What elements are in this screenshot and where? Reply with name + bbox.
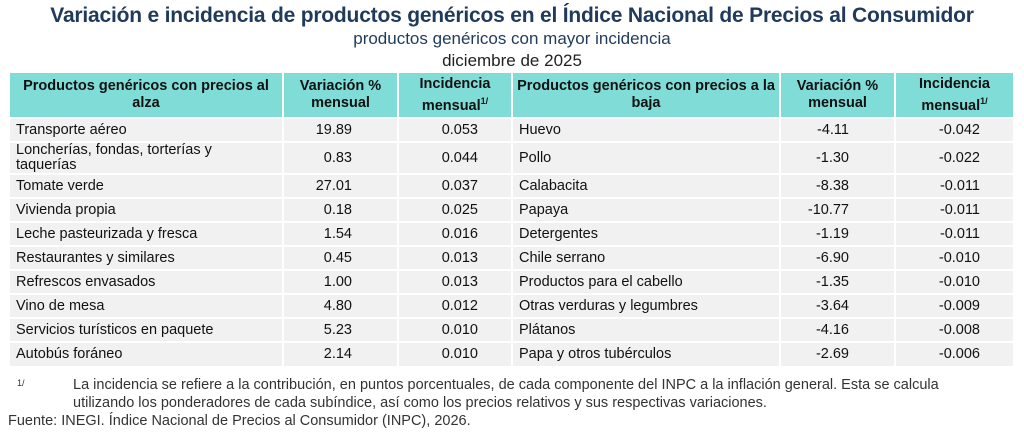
incidence-up-cell: 0.037 — [397, 173, 512, 198]
table-row: Loncherías, fondas, torterías y taquería… — [10, 141, 1013, 174]
product-up-cell: Vino de mesa — [10, 293, 283, 318]
table-row: Autobús foráneo 2.14 0.010 Papa y otros tub… — [10, 341, 1013, 366]
table-row: Transporte aéreo 19.89 0.053 Huevo -4.11 -0.0… — [10, 117, 1013, 142]
variation-up-cell: 5.23 — [282, 317, 398, 342]
incidence-down-cell: -0.022 — [894, 141, 1013, 174]
header-down-products: Productos genéricos con precios a la baj… — [511, 73, 780, 118]
variation-down-cell: -6.90 — [779, 245, 895, 270]
incidence-up-cell: 0.013 — [397, 245, 512, 270]
product-up-cell: Restaurantes y similares — [10, 245, 283, 270]
incidence-down-cell: -0.009 — [894, 293, 1013, 318]
variation-up-cell: 2.14 — [282, 341, 398, 366]
incidence-down-cell: -0.010 — [894, 269, 1013, 294]
incidence-up-cell: 0.044 — [397, 141, 512, 174]
product-down-cell: Detergentes — [511, 221, 780, 246]
incidence-table: Productos genéricos con precios al alza … — [10, 73, 1013, 366]
table-row: Restaurantes y similares 0.45 0.013 Chile s… — [10, 245, 1013, 270]
product-up-cell: Servicios turísticos en paquete — [10, 317, 283, 342]
variation-up-cell: 1.00 — [282, 269, 398, 294]
incidence-down-cell: -0.042 — [894, 117, 1013, 142]
product-up-cell: Refrescos envasados — [10, 269, 283, 294]
header-down-incidence: Incidencia mensual1/ — [894, 73, 1013, 118]
product-down-cell: Plátanos — [511, 317, 780, 342]
variation-down-cell: -4.16 — [779, 317, 895, 342]
product-down-cell: Papaya — [511, 197, 780, 222]
incidence-up-cell: 0.012 — [397, 293, 512, 318]
table-row: Vivienda propia 0.18 0.025 Papaya -10.77 -0.0… — [10, 197, 1013, 222]
incidence-up-cell: 0.013 — [397, 269, 512, 294]
product-down-cell: Productos para el cabello — [511, 269, 780, 294]
footnote: 1/ La incidencia se refiere a la contrib… — [17, 376, 973, 412]
header-up-incidence: Incidencia mensual1/ — [397, 73, 512, 118]
incidence-up-cell: 0.010 — [397, 341, 512, 366]
incidence-down-cell: -0.006 — [894, 341, 1013, 366]
variation-down-cell: -1.19 — [779, 221, 895, 246]
variation-up-cell: 19.89 — [282, 117, 398, 142]
product-up-cell: Tomate verde — [10, 173, 283, 198]
variation-up-cell: 1.54 — [282, 221, 398, 246]
product-down-cell: Huevo — [511, 117, 780, 142]
product-up-cell: Loncherías, fondas, torterías y taquería… — [10, 141, 283, 174]
product-up-cell: Leche pasteurizada y fresca — [10, 221, 283, 246]
product-up-cell: Vivienda propia — [10, 197, 283, 222]
variation-up-cell: 0.18 — [282, 197, 398, 222]
product-up-cell: Transporte aéreo — [10, 117, 283, 142]
variation-down-cell: -8.38 — [779, 173, 895, 198]
source-note: Fuente: INEGI. Índice Nacional de Precio… — [8, 413, 471, 429]
table-row: Servicios turísticos en paquete 5.23 0.010… — [10, 317, 1013, 342]
table-row: Tomate verde 27.01 0.037 Calabacita -8.38 -0.… — [10, 173, 1013, 198]
variation-up-cell: 4.80 — [282, 293, 398, 318]
page-title: Variación e incidencia de productos gené… — [50, 4, 974, 27]
variation-down-cell: -2.69 — [779, 341, 895, 366]
product-down-cell: Papa y otros tubérculos — [511, 341, 780, 366]
product-up-cell: Autobús foráneo — [10, 341, 283, 366]
variation-down-cell: -3.64 — [779, 293, 895, 318]
variation-up-cell: 27.01 — [282, 173, 398, 198]
product-down-cell: Chile serrano — [511, 245, 780, 270]
variation-down-cell: -10.77 — [779, 197, 895, 222]
variation-down-cell: -4.11 — [779, 117, 895, 142]
subtitle: productos genéricos con mayor incidencia — [353, 29, 671, 48]
incidence-down-cell: -0.011 — [894, 173, 1013, 198]
header-up-products: Productos genéricos con precios al alza — [10, 73, 283, 118]
product-down-cell: Pollo — [511, 141, 780, 174]
table-row: Leche pasteurizada y fresca 1.54 0.016 Dete… — [10, 221, 1013, 246]
variation-down-cell: -1.35 — [779, 269, 895, 294]
header-up-variation: Variación % mensual — [282, 73, 398, 118]
period: diciembre de 2025 — [442, 51, 582, 70]
header-down-variation: Variación % mensual — [779, 73, 895, 118]
table-row: Refrescos envasados 1.00 0.013 Productos pa… — [10, 269, 1013, 294]
incidence-up-cell: 0.010 — [397, 317, 512, 342]
variation-down-cell: -1.30 — [779, 141, 895, 174]
incidence-down-cell: -0.011 — [894, 197, 1013, 222]
incidence-down-cell: -0.011 — [894, 221, 1013, 246]
table-row: Vino de mesa 4.80 0.012 Otras verduras y le… — [10, 293, 1013, 318]
variation-up-cell: 0.83 — [282, 141, 398, 174]
incidence-down-cell: -0.010 — [894, 245, 1013, 270]
incidence-down-cell: -0.008 — [894, 317, 1013, 342]
incidence-up-cell: 0.025 — [397, 197, 512, 222]
incidence-up-cell: 0.053 — [397, 117, 512, 142]
product-down-cell: Otras verduras y legumbres — [511, 293, 780, 318]
variation-up-cell: 0.45 — [282, 245, 398, 270]
product-down-cell: Calabacita — [511, 173, 780, 198]
footnote-text: La incidencia se refiere a la contribuci… — [73, 377, 939, 411]
incidence-up-cell: 0.016 — [397, 221, 512, 246]
footnote-mark: 1/ — [17, 378, 25, 388]
